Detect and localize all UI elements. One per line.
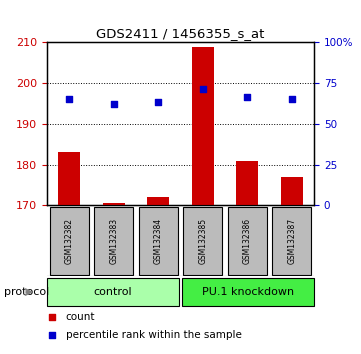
Point <box>49 314 55 320</box>
Bar <box>192 46 214 205</box>
Text: PU.1 knockdown: PU.1 knockdown <box>202 287 294 297</box>
Bar <box>147 197 169 205</box>
Point <box>244 95 250 100</box>
Point <box>49 332 55 337</box>
FancyBboxPatch shape <box>139 207 178 275</box>
Text: GSM132385: GSM132385 <box>198 218 207 264</box>
FancyBboxPatch shape <box>49 207 89 275</box>
FancyBboxPatch shape <box>182 278 314 307</box>
Text: GSM132386: GSM132386 <box>243 218 252 264</box>
Bar <box>280 177 303 205</box>
FancyBboxPatch shape <box>272 207 312 275</box>
Text: percentile rank within the sample: percentile rank within the sample <box>66 330 242 339</box>
FancyBboxPatch shape <box>228 207 267 275</box>
Text: count: count <box>66 312 95 322</box>
Point <box>289 97 295 102</box>
FancyBboxPatch shape <box>94 207 133 275</box>
Point <box>200 86 206 92</box>
Text: GSM132382: GSM132382 <box>65 218 74 264</box>
Point <box>111 101 117 107</box>
Text: GSM132383: GSM132383 <box>109 218 118 264</box>
Text: GSM132384: GSM132384 <box>154 218 163 264</box>
Text: GSM132387: GSM132387 <box>287 218 296 264</box>
Point <box>155 99 161 104</box>
FancyBboxPatch shape <box>183 207 222 275</box>
Text: protocol: protocol <box>4 287 49 297</box>
Title: GDS2411 / 1456355_s_at: GDS2411 / 1456355_s_at <box>96 27 265 40</box>
Bar <box>103 203 125 205</box>
FancyBboxPatch shape <box>47 278 179 307</box>
Text: control: control <box>93 287 132 297</box>
Bar <box>236 160 258 205</box>
Point <box>66 97 72 102</box>
Bar <box>58 152 80 205</box>
